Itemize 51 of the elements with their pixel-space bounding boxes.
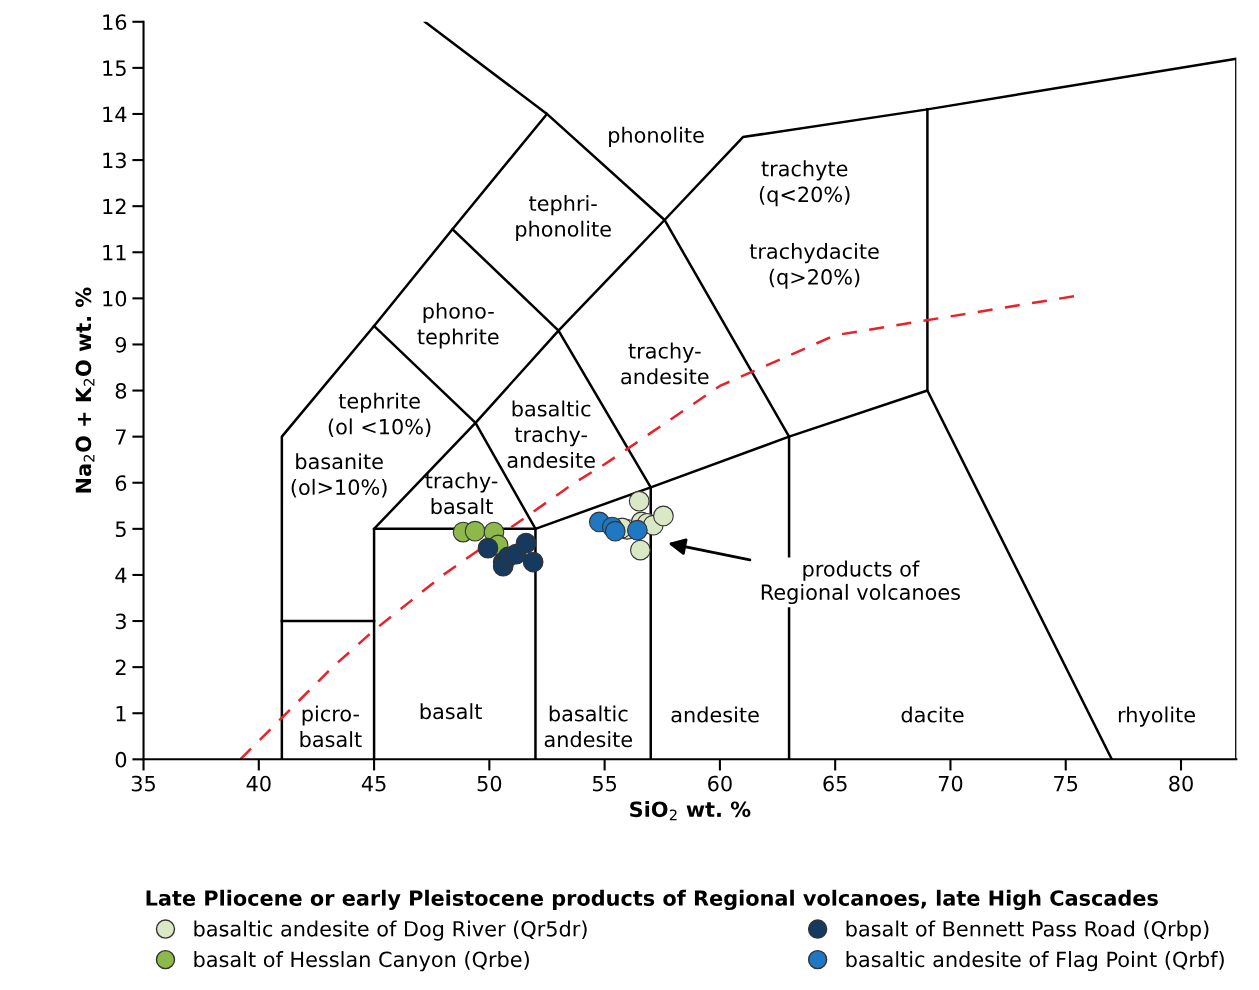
annotation: trachyte (q<20%): [759, 160, 850, 207]
y-tick-label: 16: [103, 14, 127, 30]
annotation: basaltic trachy- andesite: [507, 400, 595, 469]
annotation: products of Regional volcanoes: [761, 560, 960, 605]
x-tick-label: 35: [131, 775, 155, 792]
legend-title: Late Pliocene or early Pleistocene products of Regional volcanoes, late High Cascades: [146, 889, 1158, 911]
x-tick-label: 50: [477, 775, 502, 792]
annotation: basaltic andesite: [544, 705, 633, 748]
legend-label: basalt of Bennett Pass Road (Qrbp): [846, 920, 1209, 941]
x-axis-title: SiO$_{2}$ wt. %: [630, 801, 751, 821]
y-tick-label: 9: [115, 336, 127, 353]
y-tick-label: 11: [103, 244, 126, 261]
x-tick-label: 70: [938, 775, 963, 792]
y-tick-label: 1: [116, 705, 126, 722]
y-tick-label: 15: [103, 60, 126, 77]
annotation: rhyolite: [1118, 706, 1195, 727]
legend-label: basaltic andesite of Dog River (Qr5dr): [194, 920, 587, 941]
legend-label: basaltic andesite of Flag Point (Qrbf): [846, 951, 1224, 972]
x-tick-label: 75: [1054, 775, 1078, 792]
x-tick-label: 80: [1169, 775, 1193, 792]
annotation: basanite (ol>10%): [291, 453, 387, 498]
y-tick-label: 0: [115, 751, 127, 768]
y-tick-label: 5: [115, 521, 126, 538]
x-tick-label: 55: [592, 775, 617, 792]
annotation: tephrite (ol <10%): [328, 392, 431, 437]
y-axis-title: Na$_{2}$O + K$_{2}$O wt. %: [75, 287, 95, 493]
y-tick-label: 12: [103, 198, 126, 215]
annotation: trachydacite (q>20%): [749, 242, 879, 289]
y-tick-label: 14: [103, 106, 127, 122]
annotation: phonolite: [609, 126, 704, 147]
x-tick-label: 60: [708, 775, 732, 792]
x-tick-label: 65: [823, 775, 847, 792]
annotation: andesite: [671, 706, 759, 723]
y-tick-label: 7: [116, 429, 126, 445]
y-tick-label: 4: [115, 567, 127, 583]
y-tick-label: 3: [115, 613, 126, 630]
y-tick-label: 6: [115, 475, 127, 491]
x-tick-label: 45: [361, 775, 386, 792]
y-tick-label: 13: [103, 152, 126, 169]
legend-label: basalt of Hesslan Canyon (Qrbe): [194, 951, 529, 972]
y-tick-label: 10: [103, 290, 127, 307]
y-tick-label: 2: [115, 659, 126, 676]
x-tick-label: 40: [246, 775, 271, 792]
annotation: trachy- basalt: [425, 472, 498, 515]
annotation: tephri- phonolite: [516, 195, 611, 241]
annotation: picro- basalt: [300, 705, 362, 748]
y-tick-label: 8: [115, 383, 127, 399]
annotation: dacite: [901, 706, 964, 723]
annotation: trachy- andesite: [621, 342, 709, 385]
annotation: basalt: [420, 703, 482, 720]
annotation: phono- tephrite: [417, 302, 499, 349]
